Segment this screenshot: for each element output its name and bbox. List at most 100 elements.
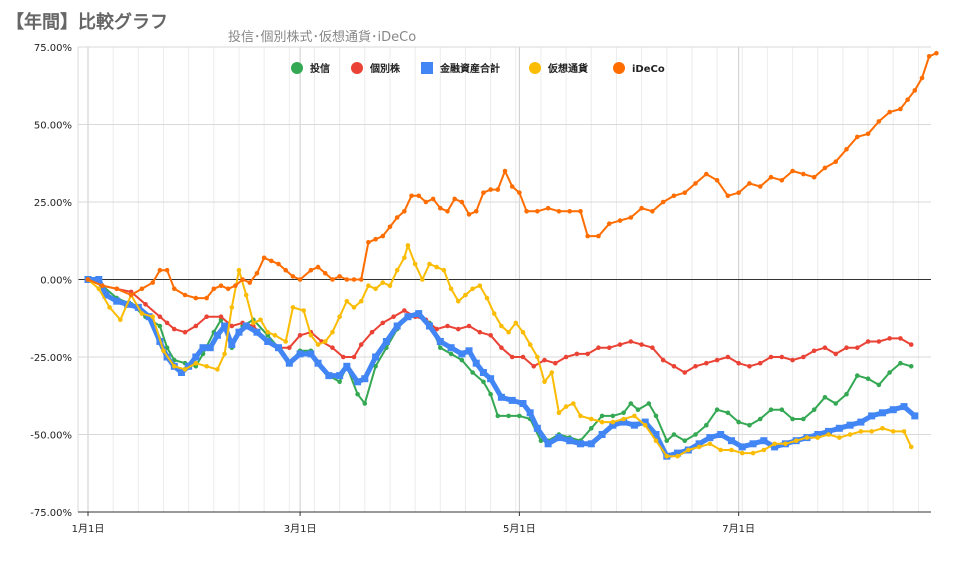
data-point bbox=[527, 342, 533, 347]
data-point bbox=[664, 453, 670, 459]
data-point bbox=[779, 178, 785, 183]
data-point bbox=[620, 418, 628, 426]
data-point bbox=[563, 354, 569, 360]
data-point bbox=[380, 320, 386, 326]
data-point bbox=[926, 54, 932, 59]
data-point bbox=[833, 401, 839, 406]
data-point bbox=[330, 329, 335, 335]
data-point bbox=[264, 338, 272, 345]
data-point bbox=[606, 221, 612, 226]
data-point bbox=[876, 382, 882, 388]
data-point bbox=[157, 323, 163, 329]
data-point bbox=[301, 308, 306, 313]
data-point bbox=[900, 403, 908, 411]
data-point bbox=[887, 336, 892, 341]
data-point bbox=[749, 440, 757, 448]
data-point bbox=[143, 302, 148, 307]
data-point bbox=[693, 364, 698, 369]
data-point bbox=[459, 199, 465, 205]
data-point bbox=[182, 367, 188, 372]
legend-marker bbox=[529, 62, 541, 74]
data-point bbox=[714, 178, 720, 183]
data-point bbox=[801, 171, 806, 177]
data-point bbox=[491, 311, 497, 316]
data-point bbox=[814, 431, 822, 438]
data-point bbox=[251, 320, 256, 326]
data-point bbox=[337, 314, 342, 320]
data-point bbox=[261, 255, 267, 261]
data-point bbox=[908, 342, 914, 347]
data-point bbox=[113, 297, 121, 305]
legend-label: 仮想通貨 bbox=[547, 62, 588, 75]
data-point bbox=[247, 280, 253, 285]
data-point bbox=[555, 434, 563, 442]
data-point bbox=[610, 419, 616, 425]
data-point bbox=[793, 438, 799, 444]
data-point bbox=[458, 350, 466, 358]
data-point bbox=[905, 97, 910, 102]
data-point bbox=[139, 286, 145, 292]
data-point bbox=[725, 410, 731, 416]
data-point bbox=[682, 370, 688, 375]
data-point bbox=[652, 431, 660, 438]
data-point bbox=[729, 447, 734, 453]
data-point bbox=[660, 357, 666, 363]
data-point bbox=[275, 344, 283, 352]
data-point bbox=[533, 424, 541, 432]
data-point bbox=[587, 440, 595, 448]
data-point bbox=[199, 344, 207, 352]
data-point bbox=[811, 174, 817, 180]
data-point bbox=[621, 410, 626, 416]
data-point bbox=[876, 339, 882, 344]
data-point bbox=[854, 345, 860, 351]
data-point bbox=[563, 404, 569, 409]
data-point bbox=[218, 314, 224, 320]
data-point bbox=[387, 224, 393, 230]
data-point bbox=[750, 450, 756, 456]
data-point bbox=[242, 322, 250, 330]
data-point bbox=[675, 453, 680, 459]
data-point bbox=[437, 205, 443, 211]
data-point bbox=[632, 413, 637, 419]
data-point bbox=[448, 351, 454, 357]
data-point bbox=[606, 345, 612, 351]
data-point bbox=[420, 277, 425, 282]
data-point bbox=[488, 333, 493, 338]
data-point bbox=[517, 413, 522, 419]
data-point bbox=[330, 345, 335, 351]
legend-marker bbox=[351, 62, 363, 74]
data-point bbox=[898, 360, 903, 366]
data-point bbox=[405, 243, 411, 248]
data-point bbox=[717, 431, 725, 438]
data-point bbox=[100, 283, 105, 289]
y-tick-label: 75.00% bbox=[34, 43, 72, 54]
data-point bbox=[479, 369, 487, 376]
data-point bbox=[617, 342, 623, 347]
data-point bbox=[358, 277, 364, 282]
data-point bbox=[455, 326, 461, 332]
legend-marker bbox=[613, 62, 625, 74]
data-point bbox=[578, 209, 583, 214]
data-point bbox=[258, 317, 263, 323]
data-point bbox=[704, 422, 709, 428]
legend-label: iDeCo bbox=[632, 64, 665, 75]
data-point bbox=[571, 401, 576, 406]
data-point bbox=[738, 443, 746, 451]
data-point bbox=[545, 205, 551, 211]
data-point bbox=[704, 360, 709, 366]
data-point bbox=[588, 416, 594, 422]
data-point bbox=[889, 406, 897, 414]
data-point bbox=[599, 419, 605, 425]
data-point bbox=[204, 295, 209, 301]
data-point bbox=[354, 378, 362, 386]
data-point bbox=[646, 401, 652, 406]
data-point bbox=[531, 364, 537, 369]
chart-subtitle: 投信･個別株式･仮想通貨･iDeCo bbox=[228, 30, 417, 45]
data-point bbox=[736, 360, 741, 366]
series-line bbox=[87, 244, 913, 458]
data-point bbox=[336, 372, 344, 380]
data-point bbox=[566, 437, 574, 445]
legend-item: 仮想通貨 bbox=[529, 62, 588, 75]
data-point bbox=[107, 305, 112, 310]
data-point bbox=[470, 370, 475, 375]
